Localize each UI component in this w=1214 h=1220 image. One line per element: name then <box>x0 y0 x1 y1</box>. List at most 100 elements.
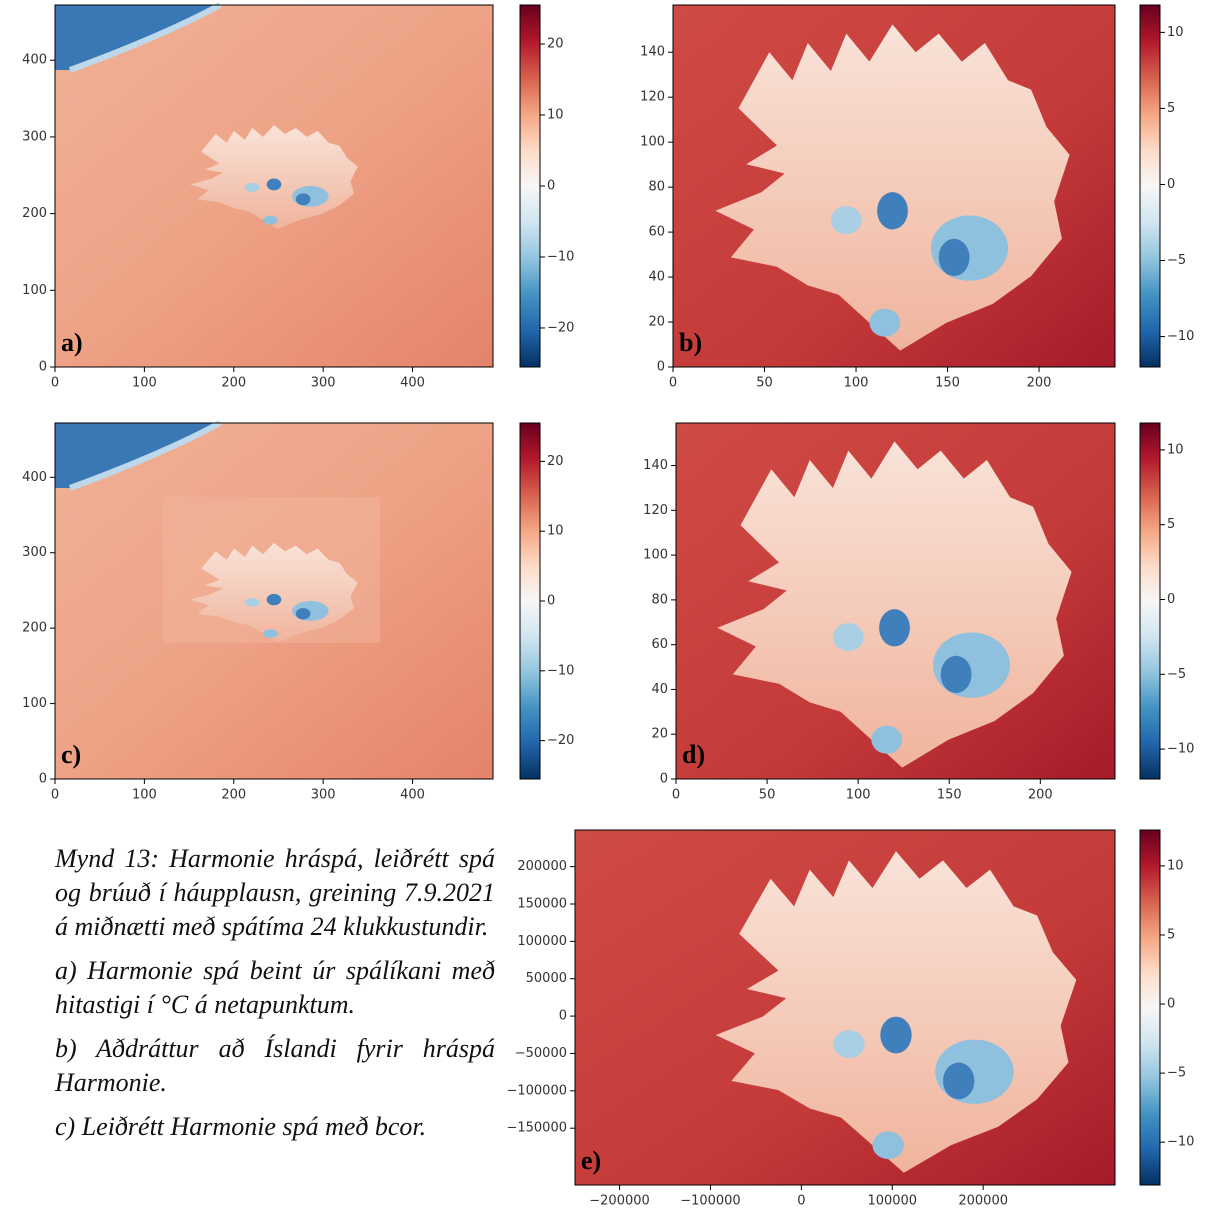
x-tick-label: 200 <box>221 376 246 391</box>
colorbar-tick-label: 10 <box>547 108 564 123</box>
y-tick-label: 0 <box>559 1009 567 1024</box>
x-tick-label: 100 <box>844 376 869 391</box>
y-tick-label: 40 <box>648 270 665 285</box>
colorbar-tick-label: 10 <box>1167 858 1184 873</box>
x-tick-label: 200 <box>221 788 246 803</box>
colorbar-tick-label: 0 <box>1167 997 1175 1012</box>
colorbar-tick-label: −10 <box>1167 742 1194 757</box>
caption-item: b) Aðdráttur að Íslandi fyrir hráspá Har… <box>55 1034 495 1097</box>
caption: Mynd 13: Harmonie hráspá, leiðrétt spá o… <box>55 842 495 1154</box>
x-tick-label: 200000 <box>958 1194 1008 1209</box>
x-tick-label: 0 <box>672 788 680 803</box>
colorbar <box>519 4 541 368</box>
x-tick-label: 300 <box>311 376 336 391</box>
y-tick-label: 200000 <box>517 859 567 874</box>
colorbar-tick-label: 5 <box>1167 517 1175 532</box>
y-tick-label: 300 <box>22 129 47 144</box>
caption-item: a) Harmonie spá beint úr spálíkani með h… <box>55 956 495 1019</box>
colorbar-tick-label: −10 <box>1167 329 1194 344</box>
ice-region <box>55 5 220 70</box>
colorbar-tick-label: 10 <box>547 524 564 539</box>
y-tick-label: 20 <box>651 727 668 742</box>
x-tick-label: 300 <box>311 788 336 803</box>
colorbar-tick-label: 20 <box>547 37 564 52</box>
ice-region <box>55 423 220 488</box>
caption-title: Mynd 13: Harmonie hráspá, leiðrétt spá o… <box>55 844 495 941</box>
y-tick-label: 300 <box>22 545 47 560</box>
y-tick-label: 400 <box>22 470 47 485</box>
y-tick-label: 80 <box>648 180 665 195</box>
x-tick-label: 400 <box>400 788 425 803</box>
x-tick-label: 200 <box>1028 788 1053 803</box>
x-tick-label: 400 <box>400 376 425 391</box>
panel-label: e) <box>581 1146 601 1175</box>
x-tick-label: 150 <box>935 376 960 391</box>
colorbar-tick-label: −10 <box>1167 1135 1194 1150</box>
x-tick-label: 50 <box>756 376 773 391</box>
y-tick-label: 0 <box>660 772 668 787</box>
y-tick-label: 40 <box>651 682 668 697</box>
ice-edge <box>68 2 222 73</box>
colorbar <box>519 422 541 780</box>
ice-edge <box>68 420 222 491</box>
y-tick-label: 60 <box>648 225 665 240</box>
y-tick-label: 0 <box>39 772 47 787</box>
colorbar-tick-label: −20 <box>547 733 574 748</box>
colorbar-tick-label: 10 <box>1167 25 1184 40</box>
colorbar-tick-label: 0 <box>1167 592 1175 607</box>
colorbar-tick-label: 5 <box>1167 927 1175 942</box>
y-tick-label: 100000 <box>517 934 567 949</box>
x-tick-label: 50 <box>759 788 776 803</box>
y-tick-label: −100000 <box>506 1083 567 1098</box>
y-tick-label: 100 <box>643 548 668 563</box>
x-tick-label: 100 <box>132 376 157 391</box>
y-tick-label: 120 <box>640 90 665 105</box>
x-tick-label: 100000 <box>867 1194 917 1209</box>
colorbar-tick-label: 10 <box>1167 442 1184 457</box>
colorbar <box>1139 829 1161 1186</box>
y-tick-label: 100 <box>22 696 47 711</box>
x-tick-label: 150 <box>937 788 962 803</box>
y-tick-label: 0 <box>657 360 665 375</box>
colorbar-tick-label: −10 <box>547 663 574 678</box>
colorbar-tick-label: 0 <box>1167 177 1175 192</box>
y-tick-label: −50000 <box>515 1046 567 1061</box>
x-tick-label: −200000 <box>589 1194 650 1209</box>
colorbar <box>1139 422 1161 780</box>
colorbar-tick-label: −5 <box>1167 253 1186 268</box>
y-tick-label: −150000 <box>506 1121 567 1136</box>
x-tick-label: 0 <box>797 1194 805 1209</box>
colorbar-tick-label: −10 <box>547 249 574 264</box>
y-tick-label: 120 <box>643 503 668 518</box>
plot-frame <box>675 422 1116 780</box>
y-tick-label: 100 <box>22 283 47 298</box>
colorbar-tick-label: −5 <box>1167 1066 1186 1081</box>
y-tick-label: 20 <box>648 315 665 330</box>
plot-frame <box>54 422 494 780</box>
colorbar-tick-label: −20 <box>547 320 574 335</box>
plot-frame <box>54 4 494 368</box>
x-tick-label: 100 <box>846 788 871 803</box>
x-tick-label: 100 <box>132 788 157 803</box>
plot-frame <box>672 4 1116 368</box>
x-tick-label: −100000 <box>680 1194 741 1209</box>
colorbar-tick-label: 20 <box>547 454 564 469</box>
x-tick-label: 0 <box>51 376 59 391</box>
y-tick-label: 60 <box>651 637 668 652</box>
y-tick-label: 200 <box>22 206 47 221</box>
y-tick-label: 150000 <box>517 896 567 911</box>
y-tick-label: 140 <box>640 45 665 60</box>
panel-label: c) <box>61 740 81 769</box>
x-tick-label: 200 <box>1027 376 1052 391</box>
colorbar-tick-label: −5 <box>1167 667 1186 682</box>
y-tick-label: 0 <box>39 360 47 375</box>
plot-frame <box>574 829 1116 1186</box>
y-tick-label: 400 <box>22 53 47 68</box>
x-tick-label: 0 <box>669 376 677 391</box>
y-tick-label: 50000 <box>526 971 567 986</box>
y-tick-label: 80 <box>651 592 668 607</box>
colorbar-tick-label: 0 <box>547 179 555 194</box>
y-tick-label: 200 <box>22 621 47 636</box>
